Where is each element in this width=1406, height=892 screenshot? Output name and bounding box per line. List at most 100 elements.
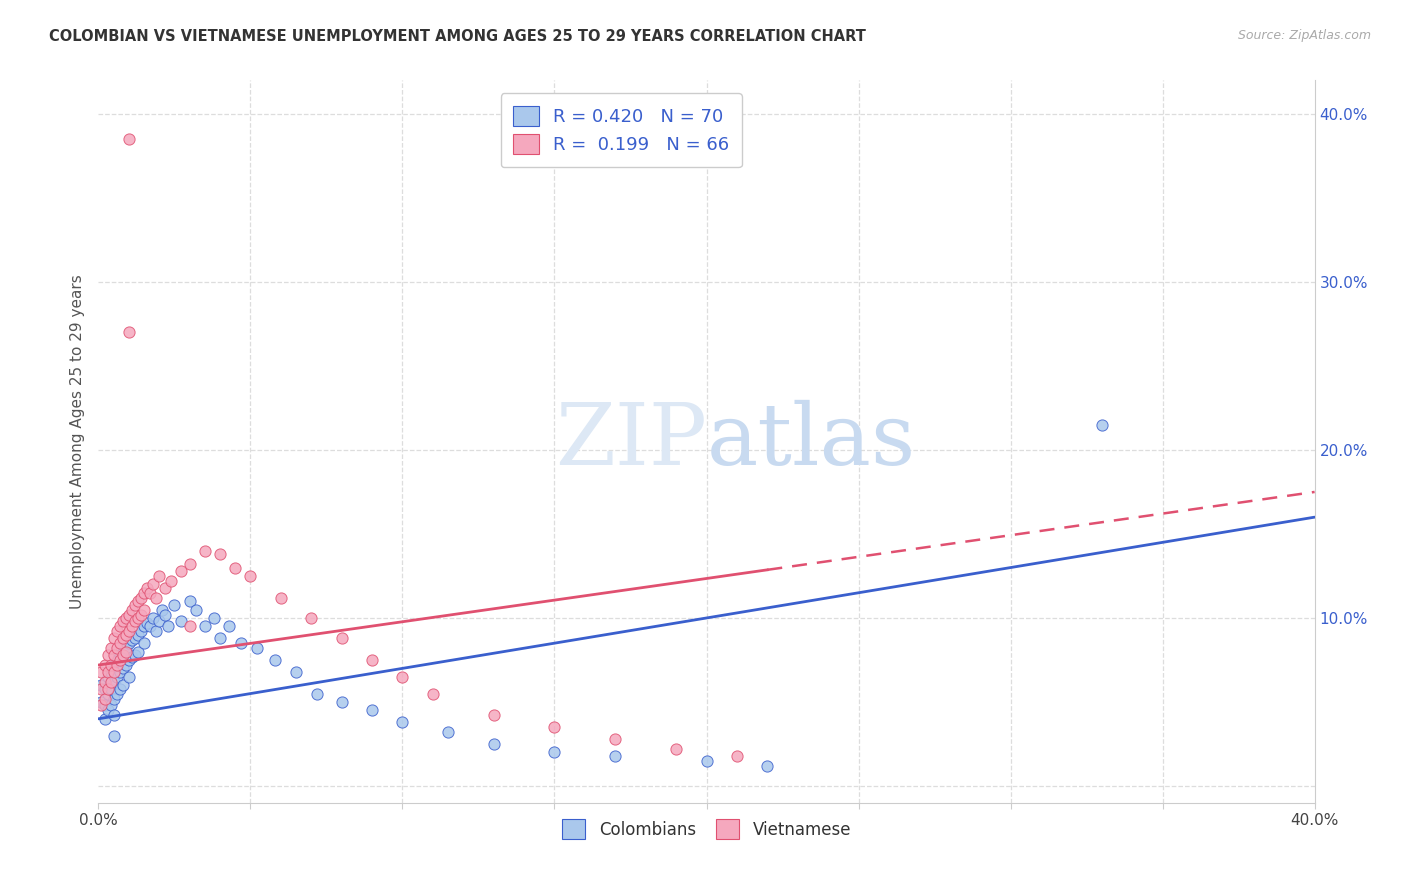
Point bbox=[93, 681, 115, 696]
Point bbox=[100, 698, 122, 713]
Point bbox=[90, 678, 112, 692]
Point bbox=[105, 658, 128, 673]
Point bbox=[132, 619, 155, 633]
Point bbox=[96, 687, 118, 701]
Text: Source: ZipAtlas.com: Source: ZipAtlas.com bbox=[1237, 29, 1371, 42]
Text: COLOMBIAN VS VIETNAMESE UNEMPLOYMENT AMONG AGES 25 TO 29 YEARS CORRELATION CHART: COLOMBIAN VS VIETNAMESE UNEMPLOYMENT AMO… bbox=[49, 29, 866, 44]
Point bbox=[105, 670, 128, 684]
Point bbox=[103, 691, 125, 706]
Point bbox=[93, 712, 115, 726]
Point bbox=[93, 691, 115, 706]
Point bbox=[725, 748, 748, 763]
Point bbox=[330, 695, 353, 709]
Point bbox=[124, 598, 146, 612]
Point bbox=[136, 615, 159, 630]
Point bbox=[103, 665, 125, 679]
Point bbox=[124, 631, 146, 645]
Point bbox=[114, 611, 136, 625]
Point bbox=[127, 611, 149, 625]
Point bbox=[118, 607, 141, 622]
Point bbox=[96, 665, 118, 679]
Point bbox=[103, 631, 125, 645]
Point bbox=[103, 658, 125, 673]
Point bbox=[145, 591, 167, 605]
Point bbox=[163, 598, 186, 612]
Point bbox=[482, 737, 505, 751]
Point bbox=[139, 586, 162, 600]
Point bbox=[218, 619, 240, 633]
Point bbox=[132, 636, 155, 650]
Point bbox=[118, 636, 141, 650]
Point bbox=[361, 703, 384, 717]
Point bbox=[111, 615, 134, 629]
Point bbox=[111, 644, 134, 658]
Point bbox=[437, 725, 460, 739]
Point bbox=[105, 624, 128, 639]
Point bbox=[129, 607, 152, 622]
Point bbox=[90, 698, 112, 713]
Point bbox=[148, 615, 170, 629]
Point bbox=[142, 611, 165, 625]
Point bbox=[270, 591, 292, 605]
Point bbox=[127, 644, 149, 658]
Point bbox=[108, 636, 131, 650]
Point bbox=[263, 653, 285, 667]
Point bbox=[118, 326, 141, 340]
Point bbox=[103, 729, 125, 743]
Point bbox=[330, 631, 353, 645]
Point bbox=[665, 742, 688, 756]
Point bbox=[129, 591, 152, 605]
Point bbox=[96, 648, 118, 662]
Point bbox=[118, 132, 141, 146]
Point bbox=[127, 628, 149, 642]
Point bbox=[543, 745, 565, 759]
Y-axis label: Unemployment Among Ages 25 to 29 years: Unemployment Among Ages 25 to 29 years bbox=[69, 274, 84, 609]
Point bbox=[90, 681, 112, 696]
Point bbox=[136, 581, 159, 595]
Point bbox=[103, 674, 125, 689]
Point bbox=[103, 708, 125, 723]
Point bbox=[108, 653, 131, 667]
Point bbox=[696, 754, 718, 768]
Point bbox=[108, 648, 131, 662]
Point bbox=[93, 658, 115, 673]
Point bbox=[93, 698, 115, 713]
Point bbox=[111, 631, 134, 645]
Point bbox=[756, 759, 779, 773]
Point bbox=[150, 602, 173, 616]
Point bbox=[100, 665, 122, 679]
Point bbox=[100, 681, 122, 696]
Point bbox=[105, 653, 128, 667]
Point bbox=[96, 681, 118, 696]
Legend: Colombians, Vietnamese: Colombians, Vietnamese bbox=[553, 809, 860, 848]
Point bbox=[145, 624, 167, 639]
Point bbox=[118, 653, 141, 667]
Point bbox=[179, 558, 201, 572]
Point bbox=[361, 653, 384, 667]
Point bbox=[100, 658, 122, 673]
Point bbox=[209, 631, 232, 645]
Point bbox=[299, 611, 322, 625]
Point bbox=[121, 619, 143, 633]
Point bbox=[148, 569, 170, 583]
Point bbox=[129, 624, 152, 639]
Point bbox=[114, 644, 136, 658]
Point bbox=[121, 632, 143, 647]
Point bbox=[105, 687, 128, 701]
Point bbox=[194, 619, 217, 633]
Point bbox=[245, 641, 267, 656]
Point bbox=[105, 641, 128, 656]
Point bbox=[96, 703, 118, 717]
Point bbox=[111, 648, 134, 662]
Point bbox=[90, 695, 112, 709]
Point bbox=[482, 708, 505, 723]
Point bbox=[543, 720, 565, 734]
Point bbox=[121, 649, 143, 664]
Point bbox=[160, 574, 183, 588]
Point bbox=[124, 648, 146, 662]
Point bbox=[132, 586, 155, 600]
Point bbox=[157, 619, 180, 633]
Point bbox=[169, 615, 191, 629]
Point bbox=[100, 641, 122, 656]
Point bbox=[202, 611, 225, 625]
